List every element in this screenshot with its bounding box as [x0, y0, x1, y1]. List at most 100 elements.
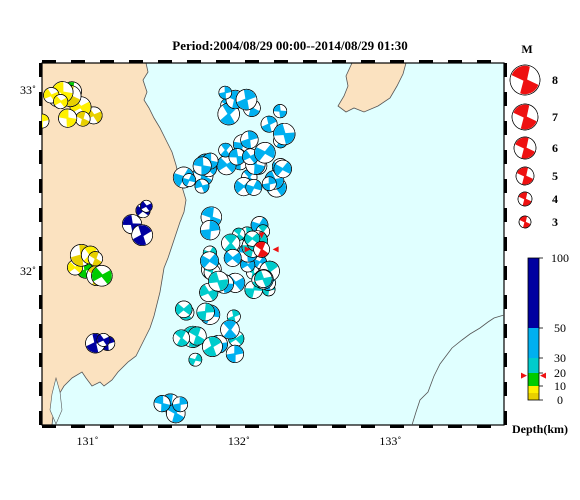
- magnitude-legend-label: 8: [552, 73, 558, 87]
- frame-tick: [39, 179, 42, 193]
- magnitude-legend: M 8 7 6 5 4 3: [509, 42, 558, 229]
- frame-tick: [504, 121, 507, 135]
- highlight-marker: [272, 246, 279, 253]
- focal-mechanism: [202, 336, 223, 357]
- frame-tick: [504, 266, 507, 280]
- frame-tick: [216, 425, 230, 428]
- frame-tick: [42, 425, 56, 428]
- lat-tick-label: 33˚: [20, 83, 36, 97]
- focal-mechanism: [200, 251, 219, 271]
- kagoshima-bay: [49, 376, 63, 425]
- frame-tick: [504, 411, 507, 425]
- frame-tick: [39, 411, 42, 425]
- frame-tick: [504, 324, 507, 338]
- frame-tick: [129, 60, 143, 63]
- magnitude-legend-label: 4: [552, 192, 558, 206]
- frame-tick: [245, 60, 259, 63]
- depth-color-band: [528, 373, 539, 386]
- magnitude-legend-label: 5: [552, 169, 558, 183]
- frame-tick: [100, 60, 114, 63]
- frame-tick: [187, 60, 201, 63]
- frame-tick: [303, 60, 317, 63]
- frame-tick: [361, 425, 375, 428]
- focal-mechanism: [260, 115, 278, 133]
- frame-tick: [39, 295, 42, 309]
- frame-tick: [39, 150, 42, 164]
- frame-tick: [39, 353, 42, 367]
- axis-labels: 33˚ 32˚ 131˚ 132˚ 133˚: [20, 83, 401, 448]
- depth-marker: [521, 372, 527, 379]
- frame-tick: [39, 63, 42, 77]
- frame-tick: [39, 92, 42, 106]
- depth-scale-frame: [527, 257, 540, 401]
- frame-tick: [274, 425, 288, 428]
- frame-tick: [158, 60, 172, 63]
- focal-mechanism: [254, 142, 276, 164]
- frame-tick: [216, 60, 230, 63]
- focal-mechanism: [194, 178, 210, 194]
- frame-tick: [39, 121, 42, 135]
- magnitude-legend-ball: [511, 103, 539, 131]
- magnitude-legend-label: 3: [552, 215, 558, 229]
- depth-color-band: [528, 358, 539, 373]
- lon-tick-label: 131˚: [76, 434, 98, 448]
- depth-color-band: [528, 258, 539, 328]
- frame-tick: [504, 179, 507, 193]
- frame-tick: [332, 60, 346, 63]
- focal-mechanism: [153, 395, 171, 413]
- depth-tick-label: 30: [554, 351, 566, 365]
- depth-tick-label: 0: [557, 393, 563, 407]
- frame-tick: [42, 60, 56, 63]
- focal-mechanism: [131, 224, 153, 246]
- frame-tick: [390, 60, 404, 63]
- trough-path: [411, 314, 505, 426]
- frame-tick: [477, 60, 491, 63]
- frame-tick: [245, 425, 259, 428]
- frame-ticks: [39, 60, 507, 428]
- frame-tick: [504, 150, 507, 164]
- focal-mechanism: [223, 249, 242, 267]
- magnitude-legend-title: M: [521, 42, 532, 56]
- lon-tick-label: 132˚: [228, 434, 250, 448]
- frame-tick: [71, 60, 85, 63]
- focal-mechanism: [175, 300, 193, 318]
- frame-tick: [361, 60, 375, 63]
- focal-mechanism: [235, 88, 258, 111]
- focal-mechanism: [91, 265, 113, 287]
- magnitude-legend-ball: [518, 215, 532, 229]
- focal-mechanism: [221, 233, 241, 253]
- frame-tick: [504, 295, 507, 309]
- focal-mechanism: [240, 130, 259, 149]
- focal-mechanism: [220, 319, 240, 340]
- frame-tick: [100, 425, 114, 428]
- frame-tick: [39, 237, 42, 251]
- frame-tick: [332, 425, 346, 428]
- focal-mechanism: [182, 173, 197, 187]
- highlight-marker: [244, 246, 251, 253]
- frame-tick: [504, 353, 507, 367]
- frame-tick: [504, 382, 507, 396]
- focal-mechanism: [218, 85, 233, 100]
- depth-color-band: [528, 328, 539, 358]
- lon-tick-label: 133˚: [379, 434, 401, 448]
- focal-mechanism: [139, 199, 153, 213]
- depth-color-band: [528, 386, 539, 393]
- focal-mechanism: [273, 122, 296, 146]
- depth-color-band: [528, 393, 539, 400]
- depth-tick-label: 20: [554, 366, 566, 380]
- frame-tick: [39, 266, 42, 280]
- map-frame: [39, 60, 507, 428]
- focal-mechanism: [42, 113, 50, 129]
- frame-tick: [448, 60, 462, 63]
- focal-mechanism: [273, 104, 288, 119]
- focal-mechanism: [192, 156, 212, 176]
- focal-mechanism: [172, 329, 190, 347]
- focal-mechanism: [87, 251, 103, 267]
- focal-mechanism: [196, 302, 215, 322]
- shikoku-land: [337, 63, 407, 113]
- frame-tick: [39, 324, 42, 338]
- focal-mechanism: [208, 270, 229, 292]
- frame-tick: [448, 425, 462, 428]
